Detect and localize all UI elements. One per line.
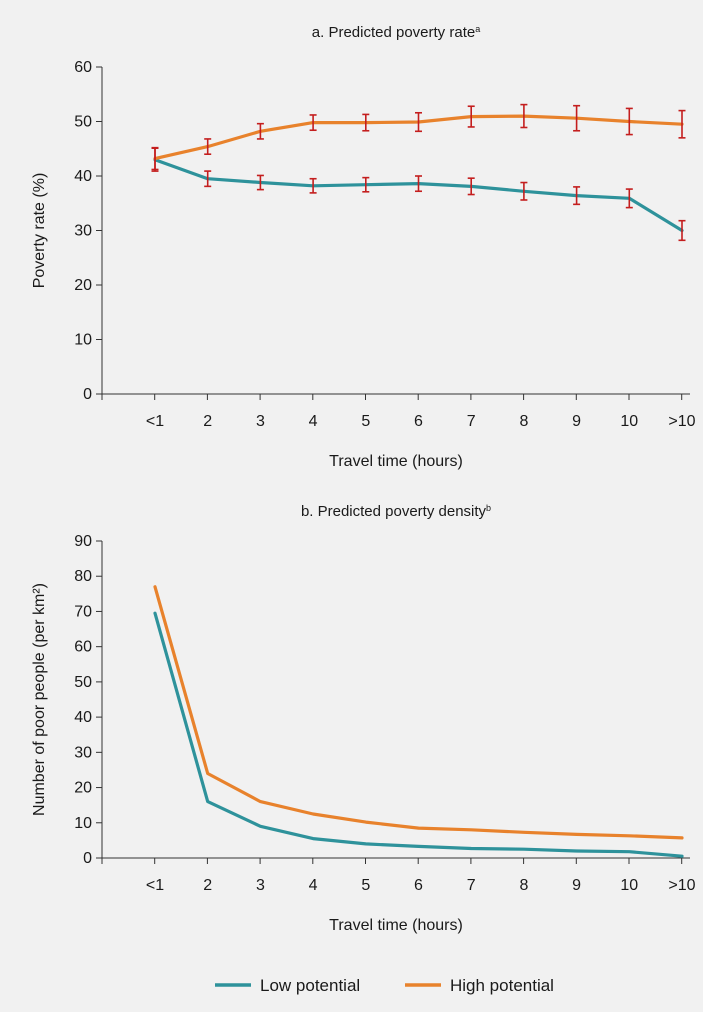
x-tick-label: <1 [146, 877, 164, 894]
y-tick-label: 50 [74, 114, 92, 131]
x-tick-label: 9 [572, 413, 581, 430]
chart-title: b. Predicted poverty densityb [301, 503, 491, 520]
error-bar [204, 170, 212, 188]
error-bar [415, 111, 422, 133]
error-bar [678, 109, 686, 139]
y-tick-label: 80 [74, 568, 92, 585]
chart-title-superscript: a [475, 24, 480, 34]
x-tick-label: 7 [467, 413, 476, 430]
x-tick-label: 5 [361, 877, 370, 894]
error-bar [151, 146, 159, 171]
legend-label: Low potential [260, 976, 360, 995]
error-bar [309, 114, 317, 132]
x-tick-label: 6 [414, 877, 423, 894]
x-tick-label: <1 [146, 413, 164, 430]
legend-item-low-potential: Low potential [215, 976, 360, 995]
legend-item-high-potential: High potential [405, 976, 554, 995]
y-tick-label: 70 [74, 603, 92, 620]
error-bar [204, 138, 212, 155]
error-bar [520, 103, 528, 129]
x-tick-label: 5 [361, 413, 370, 430]
error-bar [467, 177, 475, 196]
y-axis-title: Poverty rate (%) [31, 173, 48, 289]
x-axis-title: Travel time (hours) [329, 453, 463, 470]
x-tick-label: 3 [256, 877, 265, 894]
y-tick-label: 60 [74, 59, 92, 76]
x-tick-label: 10 [620, 413, 638, 430]
error-bar [625, 107, 633, 136]
chart-title: a. Predicted poverty ratea [312, 24, 480, 41]
y-tick-label: 20 [74, 780, 92, 797]
x-tick-label: 3 [256, 413, 265, 430]
x-tick-label: 9 [572, 877, 581, 894]
y-tick-label: 10 [74, 815, 92, 832]
legend: Low potential High potential [215, 976, 554, 995]
chart-title-main: b. Predicted poverty density [301, 503, 487, 520]
chart-panel-b: b. Predicted poverty densityb 0 10 20 30 40 50… [31, 503, 696, 934]
x-tick-label: 2 [203, 413, 212, 430]
x-tick-label: 4 [309, 877, 318, 894]
chart-title-superscript: b [486, 503, 491, 513]
error-bar [256, 174, 264, 191]
x-tick-label: 6 [414, 413, 423, 430]
error-bar [309, 177, 317, 194]
y-tick-label: 50 [74, 674, 92, 691]
y-tick-label: 10 [74, 332, 92, 349]
x-tick-label: 7 [467, 877, 476, 894]
x-tick-label: 8 [519, 413, 528, 430]
error-bar [256, 122, 264, 140]
error-bar [520, 181, 528, 201]
x-axis-title: Travel time (hours) [329, 917, 463, 934]
series-low-potential [153, 611, 684, 858]
error-bars-high-potential [151, 103, 686, 171]
error-bar [625, 188, 633, 209]
y-tick-label: 0 [83, 850, 92, 867]
y-tick-label: 90 [74, 533, 92, 550]
chart-title-main: a. Predicted poverty rate [312, 24, 475, 41]
y-tick-label: 0 [83, 386, 92, 403]
y-tick-label: 40 [74, 168, 92, 185]
error-bar [362, 113, 370, 132]
x-tick-label: 10 [620, 877, 638, 894]
y-tick-label: 30 [74, 744, 92, 761]
error-bar [415, 175, 422, 193]
error-bar [573, 186, 581, 206]
error-bar [467, 105, 475, 128]
legend-label: High potential [450, 976, 554, 995]
series-line [153, 585, 684, 840]
x-tick-label: 4 [309, 413, 318, 430]
y-tick-label: 60 [74, 639, 92, 656]
x-tick-label: 2 [203, 877, 212, 894]
x-tick-label: 8 [519, 877, 528, 894]
error-bar [678, 219, 686, 242]
y-tick-label: 20 [74, 277, 92, 294]
y-axis-title: Number of poor people (per km²) [31, 583, 48, 816]
chart-panel-a: a. Predicted poverty ratea 0 10 20 30 40 50 60 <… [31, 24, 696, 470]
series-high-potential [153, 585, 684, 840]
series-line [153, 611, 684, 858]
x-tick-label: >10 [668, 877, 695, 894]
series-low-potential [153, 158, 684, 233]
error-bars-low-potential [151, 147, 686, 242]
error-bar [362, 176, 370, 193]
error-bar [573, 104, 581, 132]
y-tick-label: 30 [74, 223, 92, 240]
series-line [153, 158, 684, 233]
x-tick-label: >10 [668, 413, 695, 430]
y-tick-label: 40 [74, 709, 92, 726]
